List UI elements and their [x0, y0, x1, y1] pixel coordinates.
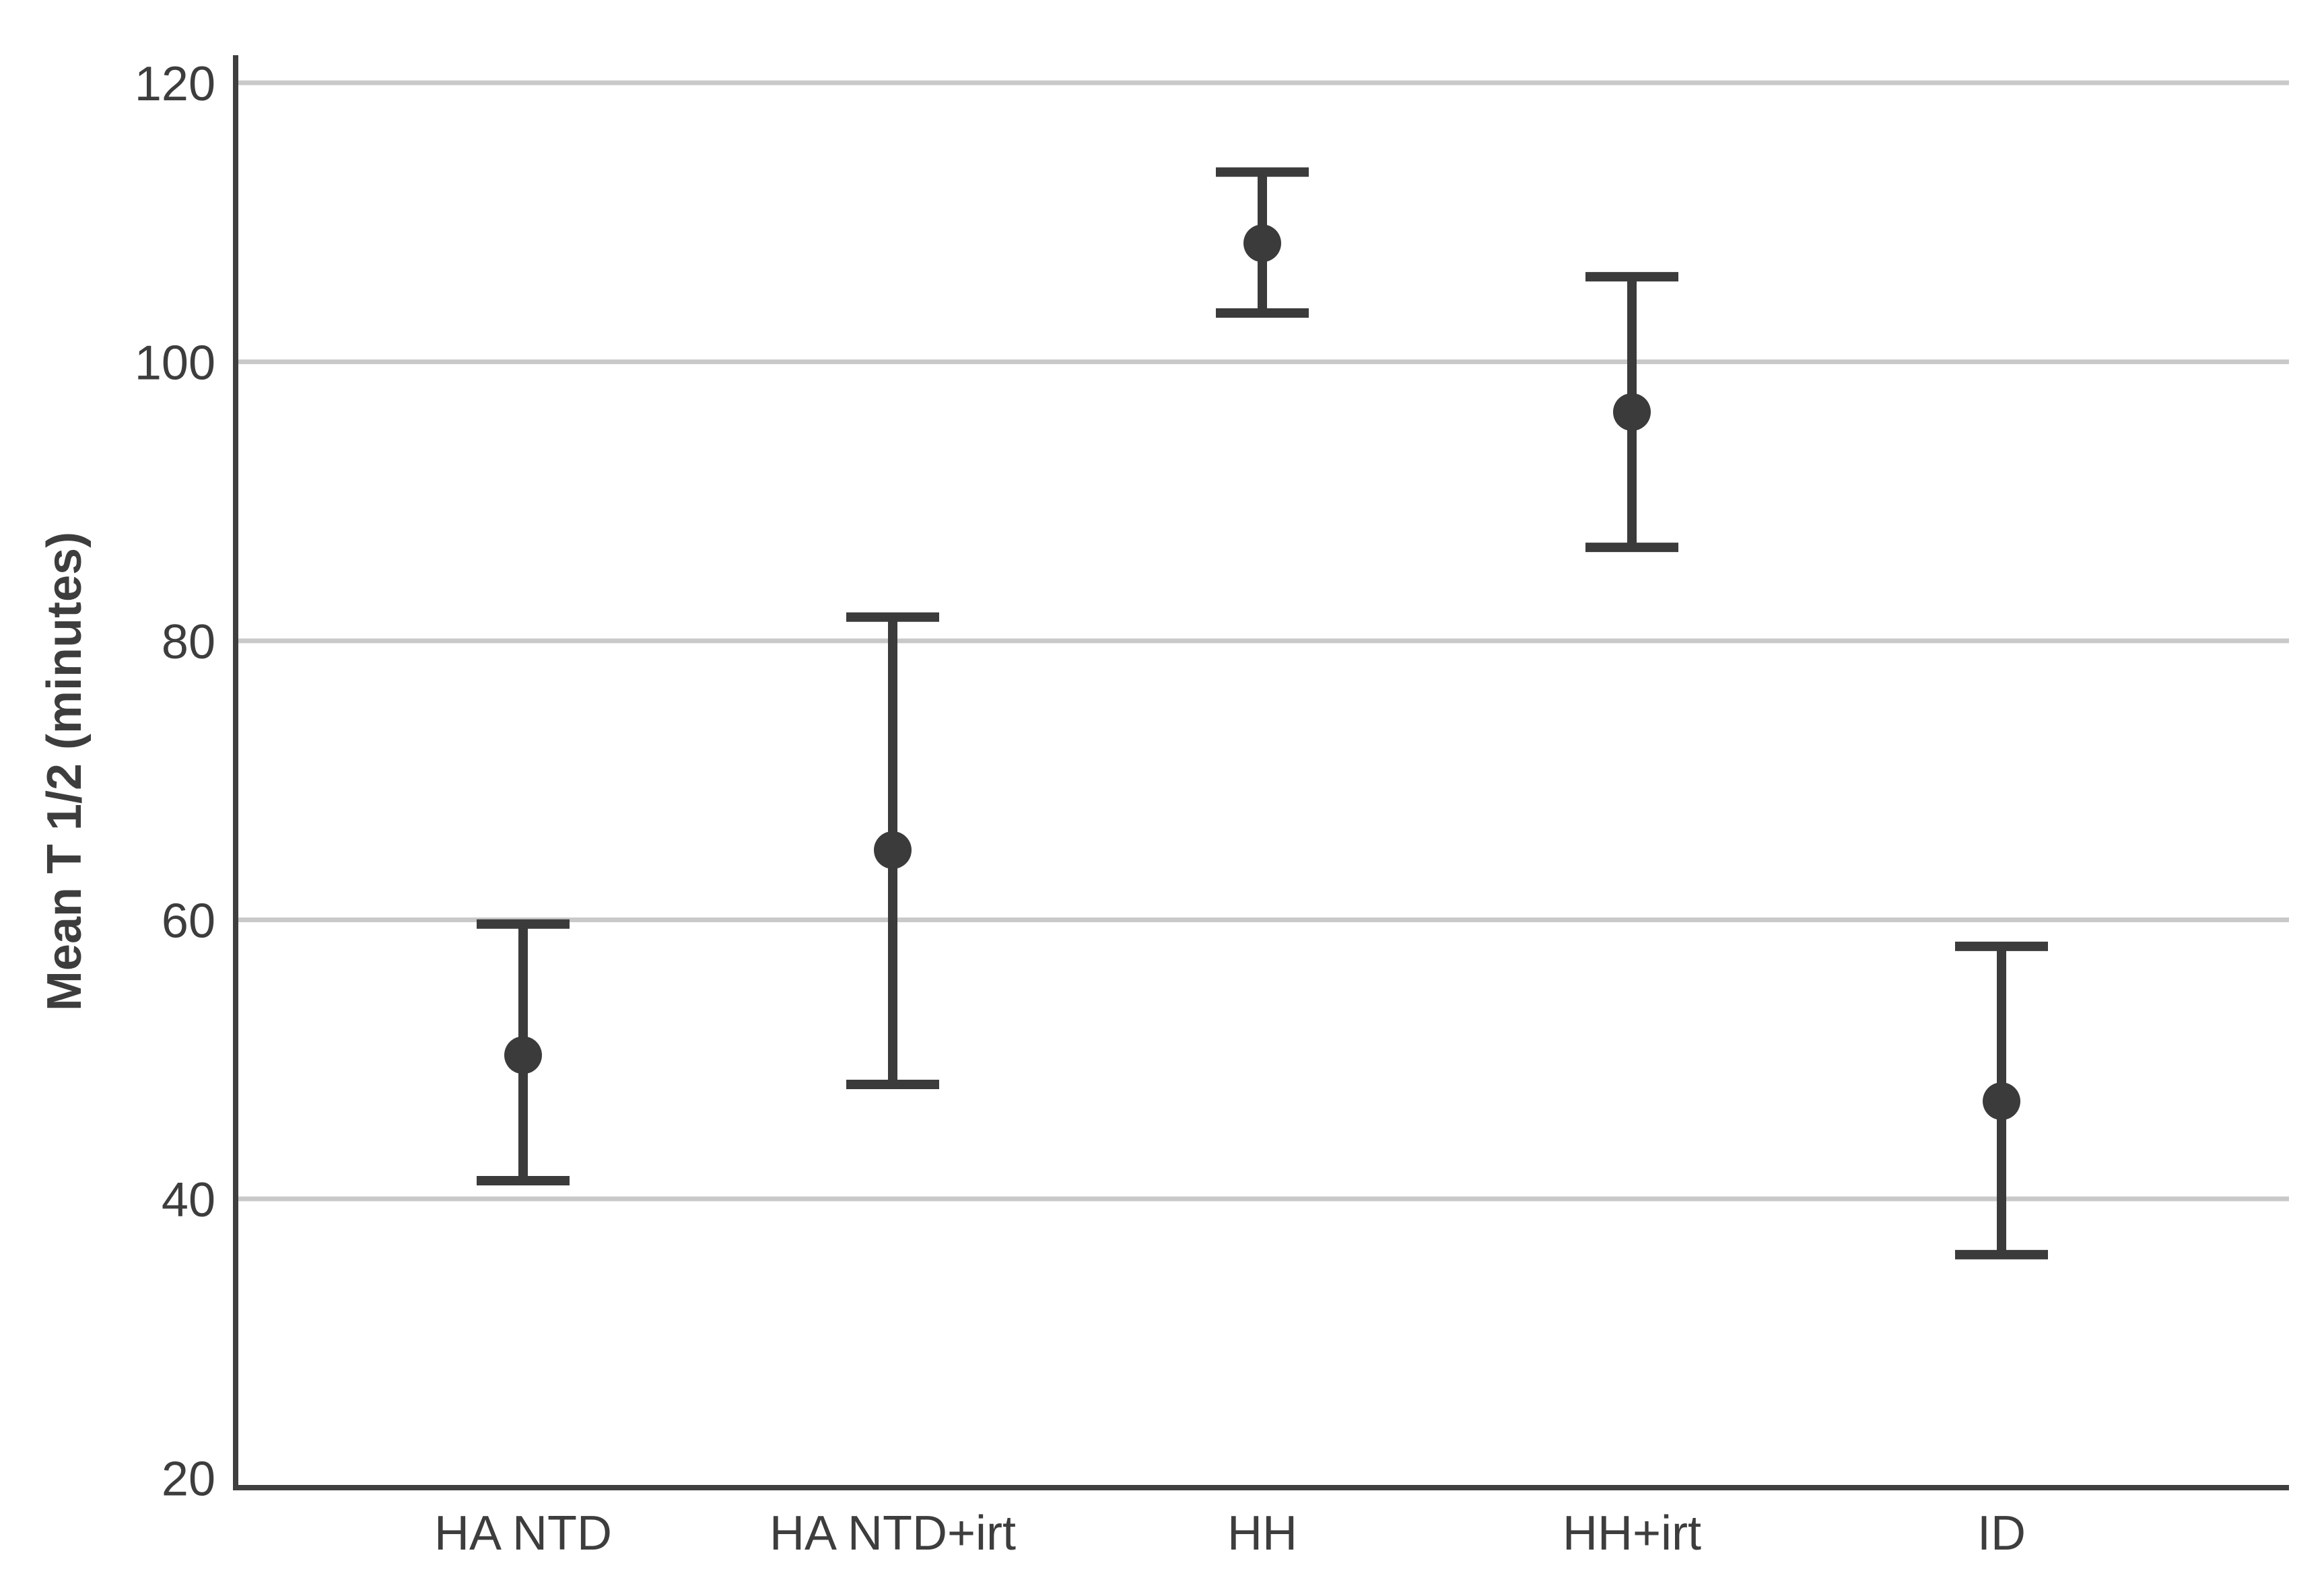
- x-tick-label-hh: HH: [1227, 1506, 1297, 1560]
- point-hh: [1243, 224, 1281, 263]
- error-bar-hh: [1216, 167, 1309, 318]
- y-tick-label-20: 20: [162, 1453, 215, 1506]
- y-tick-label-100: 100: [135, 337, 215, 390]
- error-bar-ha-ntd-irt: [846, 612, 939, 1090]
- y-axis-title: Mean T 1/2 (minutes): [38, 532, 92, 1011]
- point-hh-irt: [1613, 393, 1651, 431]
- x-tick-label-ha-ntd: HA NTD: [434, 1506, 612, 1560]
- y-tick-label-120: 120: [135, 57, 215, 111]
- y-tick-label-60: 60: [162, 895, 215, 948]
- error-bar-ha-ntd: [477, 919, 570, 1186]
- error-bar-id: [1955, 941, 2048, 1259]
- gridlines-group: [236, 80, 2289, 1202]
- point-id: [1983, 1082, 2020, 1120]
- y-tick-label-80: 80: [162, 615, 215, 669]
- axes-group: [233, 55, 2289, 1490]
- error-bar-series-group: [477, 167, 2048, 1259]
- error-bar-hh-irt: [1585, 272, 1678, 553]
- point-ha-ntd-irt: [874, 831, 912, 869]
- x-tick-label-id: ID: [1977, 1506, 2026, 1560]
- y-tick-label-40: 40: [162, 1173, 215, 1227]
- x-tick-label-hh-irt: HH+irt: [1563, 1506, 1701, 1560]
- x-tick-labels-group: HA NTD HA NTD+irt HH HH+irt ID: [434, 1506, 2026, 1560]
- x-tick-label-ha-ntd-irt: HA NTD+irt: [770, 1506, 1016, 1560]
- point-ha-ntd: [504, 1036, 542, 1074]
- y-tick-labels-group: 20 40 60 80 100 120: [135, 57, 215, 1506]
